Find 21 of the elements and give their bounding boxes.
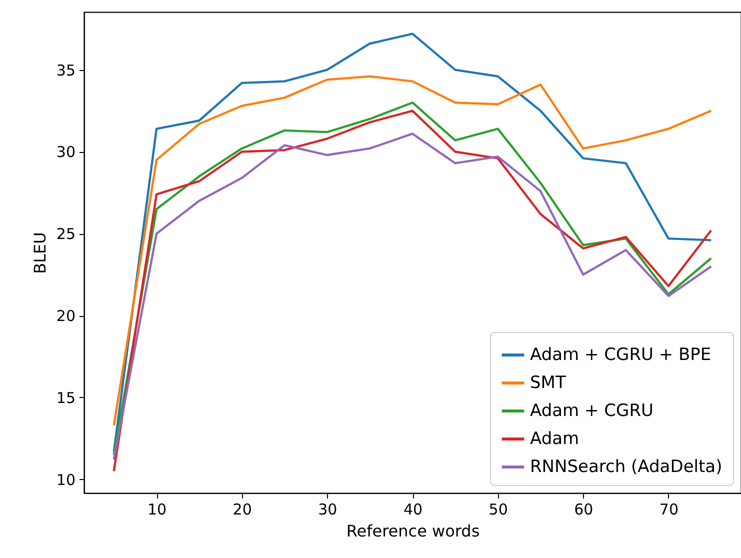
y-tick-label: 20 (56, 307, 76, 326)
line-series (112, 32, 712, 453)
legend-label: Adam + CGRU + BPE (530, 345, 712, 365)
legend-label: RNNSearch (AdaDelta) (530, 457, 722, 477)
legend-label: Adam + CGRU (530, 401, 654, 421)
y-tick-label: 15 (56, 388, 76, 407)
x-tick-label: 10 (147, 500, 167, 518)
y-tick-label: 30 (56, 143, 76, 162)
legend-label: SMT (530, 373, 566, 393)
y-tick-label: 25 (56, 225, 76, 244)
legend-label: Adam (530, 429, 580, 449)
y-tick-label: 10 (56, 470, 76, 489)
x-tick-label: 40 (403, 500, 423, 518)
x-tick-label: 60 (574, 500, 594, 518)
x-tick-label: 70 (659, 500, 679, 518)
x-tick-label: 50 (488, 500, 508, 518)
x-axis-title: Reference words (346, 522, 480, 540)
x-tick-label: 30 (318, 500, 338, 518)
y-tick-label: 35 (56, 61, 76, 80)
x-tick-label: 20 (232, 500, 252, 518)
y-axis-title: BLEU (30, 232, 50, 274)
